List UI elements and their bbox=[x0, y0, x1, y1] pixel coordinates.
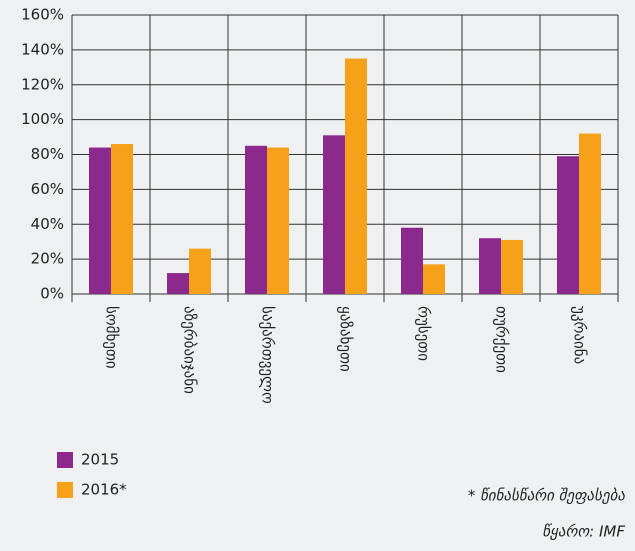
y-tick-label: 100% bbox=[21, 110, 64, 128]
x-tick-label: უკრაინა bbox=[571, 306, 589, 364]
bar bbox=[267, 147, 289, 294]
bar bbox=[423, 264, 445, 294]
bar bbox=[579, 133, 601, 294]
x-tick-label: სომხეთი bbox=[103, 306, 121, 369]
x-tick-label: თურქეთი bbox=[493, 306, 511, 373]
x-tick-label: აზერბაიჯანი bbox=[181, 306, 199, 394]
bar bbox=[479, 238, 501, 294]
legend-label: 2016* bbox=[81, 481, 127, 499]
bar bbox=[501, 239, 523, 294]
bar bbox=[323, 135, 345, 294]
y-tick-label: 20% bbox=[31, 250, 64, 268]
y-tick-label: 60% bbox=[31, 180, 64, 198]
footnote: * წინასწარი შეფასება bbox=[468, 487, 626, 505]
bar bbox=[111, 144, 133, 294]
x-tick-label: რუსეთი bbox=[415, 306, 433, 361]
y-tick-label: 40% bbox=[31, 215, 64, 233]
source: წყარო: IMF bbox=[542, 523, 625, 541]
bar bbox=[89, 147, 111, 294]
y-tick-label: 160% bbox=[21, 6, 64, 24]
bar bbox=[345, 58, 367, 294]
y-tick-label: 80% bbox=[31, 145, 64, 163]
x-tick-label: საქართველო bbox=[259, 306, 277, 404]
bar bbox=[245, 145, 267, 294]
legend-swatch bbox=[57, 482, 73, 498]
y-tick-label: 140% bbox=[21, 40, 64, 58]
bar bbox=[189, 248, 211, 294]
x-tick-label: ყაზახეთი bbox=[337, 306, 355, 372]
y-tick-label: 0% bbox=[40, 285, 64, 303]
legend-swatch bbox=[57, 452, 73, 468]
legend-label: 2015 bbox=[81, 451, 119, 469]
bar bbox=[167, 273, 189, 294]
bar bbox=[557, 156, 579, 294]
bar bbox=[401, 227, 423, 294]
y-tick-label: 120% bbox=[21, 75, 64, 93]
